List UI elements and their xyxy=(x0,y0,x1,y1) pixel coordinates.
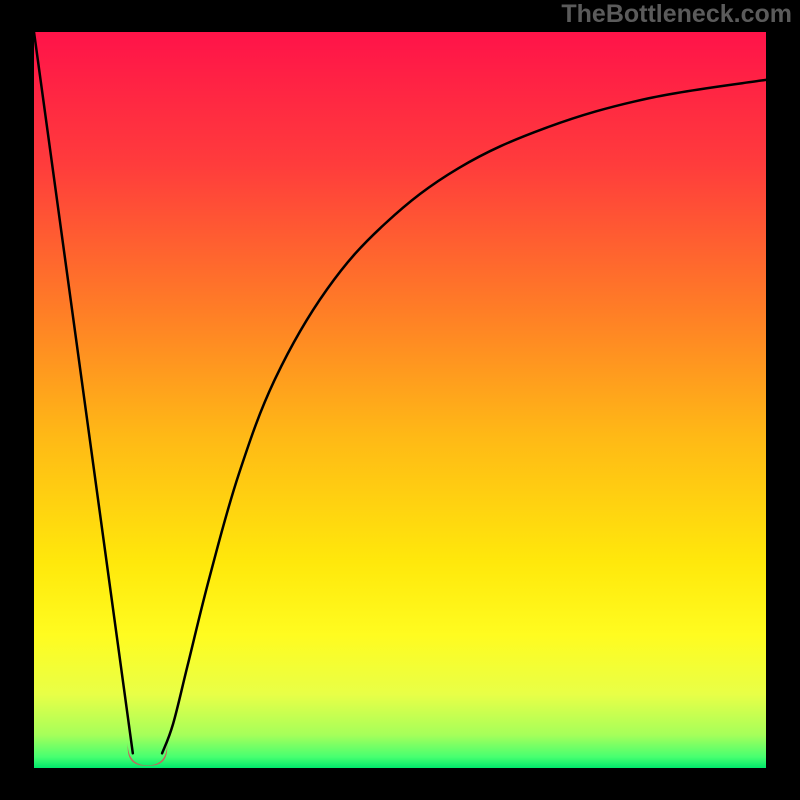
bottleneck-chart xyxy=(0,0,800,800)
watermark-text: TheBottleneck.com xyxy=(561,0,792,29)
chart-container: TheBottleneck.com xyxy=(0,0,800,800)
plot-background xyxy=(34,32,766,768)
